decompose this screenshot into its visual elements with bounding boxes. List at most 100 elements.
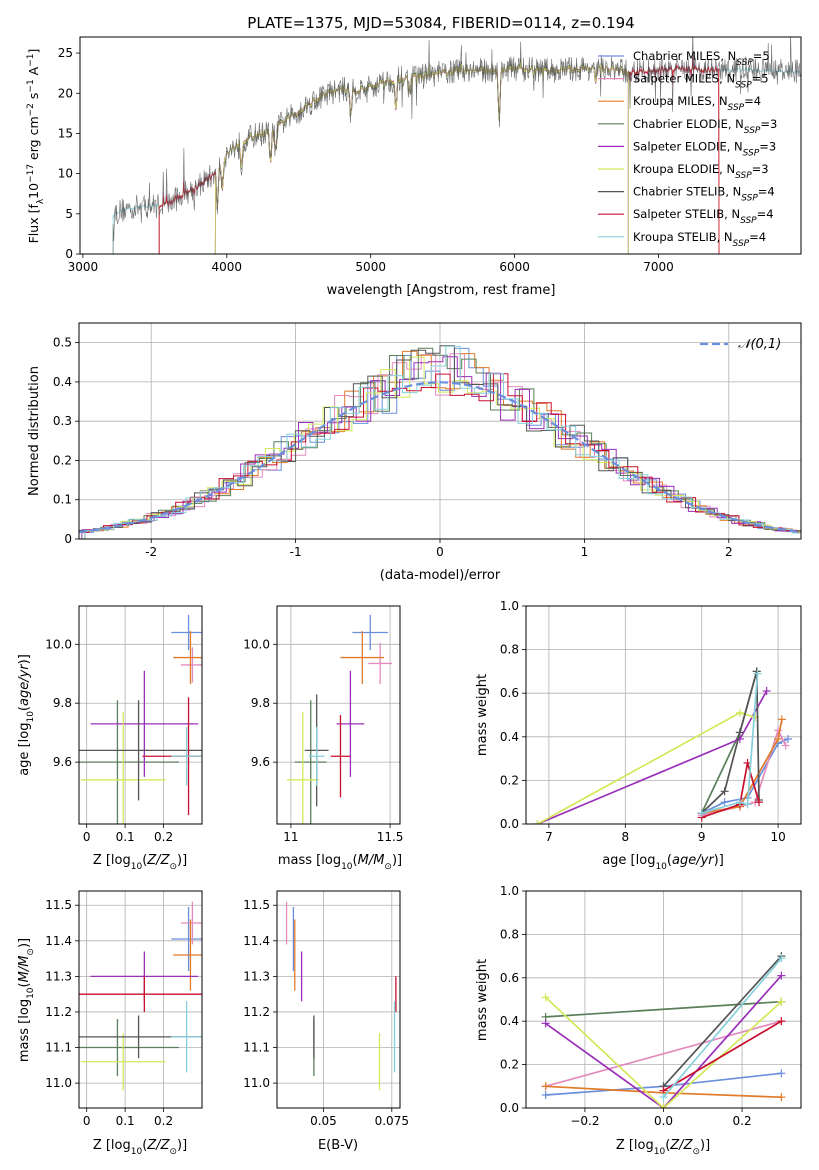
errorbar-marker — [330, 715, 351, 798]
y-tick-label: 11.0 — [45, 1076, 72, 1090]
errorbar-marker — [171, 726, 202, 786]
age-vs-metallicity-panel: 0 0.1 0.2 9.6 9.8 10.0 age [log10(age/yr)] Z [l… — [17, 605, 203, 872]
mass-vs-ebv-panel-plot-area — [285, 901, 397, 1091]
weight-marker — [533, 820, 542, 824]
legend-label: Kroupa MILES, NSSP=4 — [633, 94, 761, 113]
errorbar-marker — [79, 700, 202, 801]
legend-entry: Chabrier STELIB, NSSP=4 — [598, 185, 775, 204]
y-tick-label: 0 — [64, 532, 72, 546]
y-tick-label: 0.8 — [500, 927, 519, 941]
weight-line — [662, 957, 783, 1098]
figure-title: PLATE=1375, MJD=53084, FIBERID=0114, z=0… — [247, 14, 634, 32]
y-axis-label: mass weight — [475, 674, 490, 756]
legend-label: Chabrier STELIB, NSSP=4 — [633, 185, 775, 204]
errorbar-marker — [79, 700, 179, 824]
errorbar-marker — [171, 907, 202, 972]
mass-weight-vs-age-panel: 7 8 9 10 0.0 0.2 0.4 0.6 0.8 1.0 mass weight age [l… — [475, 599, 802, 872]
y-tick-label: 11.0 — [243, 1076, 270, 1090]
y-tick-label: 11.5 — [243, 898, 270, 912]
x-axis-label: Z [log10(Z/Z⊙)] — [93, 853, 187, 872]
mass-weight-vs-metallicity-panel-plot-area — [541, 952, 786, 1108]
weight-marker — [777, 715, 786, 724]
x-tick-label: 0.2 — [154, 1114, 173, 1128]
y-tick-label: 11.1 — [243, 1041, 270, 1055]
legend-entry: Salpeter ELODIE, NSSP=3 — [598, 139, 776, 158]
x-tick-label: 0.2 — [154, 830, 173, 844]
y-tick-label: 11.2 — [243, 1005, 270, 1019]
weight-line — [662, 955, 783, 1087]
y-tick-label: 0.6 — [500, 971, 519, 985]
axes-frame — [525, 605, 802, 825]
mass-vs-ebv-panel: 0.05 0.075 11.0 11.1 11.2 11.3 11.4 11.5 E(B-V) — [243, 890, 409, 1153]
x-tick-label: 0 — [436, 545, 444, 559]
y-tick-label: 0.4 — [500, 730, 519, 744]
x-axis-label: wavelength [Angstrom, rest frame] — [327, 283, 556, 298]
y-tick-label: 9.6 — [251, 755, 270, 769]
y-tick-label: 0.1 — [53, 493, 72, 507]
mass-vs-metallicity-panel: 0 0.1 0.2 11.0 11.1 11.2 11.3 11.4 11.5 mass [log… — [17, 890, 203, 1157]
x-tick-label: 3000 — [68, 260, 99, 274]
gaussian-curve — [79, 381, 801, 534]
legend-label: Kroupa ELODIE, NSSP=3 — [633, 162, 769, 181]
legend-entry: Chabrier MILES, NSSP=5 — [598, 49, 770, 68]
mass-weight-vs-metallicity-panel: −0.2 0.0 0.2 0.0 0.2 0.4 0.6 0.8 1.0 mass weight Z… — [475, 884, 802, 1157]
y-tick-label: 0.8 — [500, 643, 519, 657]
errorbar-marker — [171, 614, 202, 651]
x-tick-label: 0 — [83, 830, 91, 844]
x-tick-label: 0.1 — [116, 1114, 135, 1128]
weight-marker — [777, 1069, 786, 1078]
weight-marker — [777, 971, 786, 980]
legend-entry: Salpeter MILES, NSSP=5 — [598, 72, 769, 91]
y-tick-label: 11.2 — [45, 1005, 72, 1019]
y-tick-label: 0.6 — [500, 686, 519, 700]
legend-entry: Kroupa STELIB, NSSP=4 — [598, 230, 766, 249]
y-tick-label: 10.0 — [45, 637, 72, 651]
y-tick-label: 0.4 — [53, 375, 72, 389]
x-tick-label: -2 — [145, 545, 157, 559]
y-tick-label: 10 — [58, 167, 73, 181]
spectrum-line — [112, 63, 801, 254]
x-tick-label: 11.5 — [377, 830, 404, 844]
legend-label: Salpeter ELODIE, NSSP=3 — [633, 139, 776, 158]
y-tick-label: 9.8 — [53, 696, 72, 710]
weight-marker — [784, 734, 793, 743]
x-tick-label: 2 — [725, 545, 733, 559]
histogram-step — [84, 345, 801, 539]
y-tick-label: 0.5 — [53, 336, 72, 350]
errorbar-marker — [173, 919, 202, 991]
weight-marker — [659, 1093, 668, 1102]
y-tick-label: 15 — [58, 126, 73, 140]
y-tick-label: 10.0 — [243, 637, 270, 651]
legend-label: Chabrier ELODIE, NSSP=3 — [633, 117, 777, 136]
weight-marker — [720, 787, 729, 796]
weight-line — [663, 1020, 782, 1092]
x-tick-label: 0.0 — [654, 1114, 673, 1128]
y-tick-label: 1.0 — [500, 599, 519, 613]
errorbar-marker — [79, 1019, 179, 1076]
weight-marker — [774, 726, 783, 735]
x-axis-label: age [log10(age/yr)] — [602, 853, 724, 872]
weight-line — [545, 1020, 782, 1088]
weight-line — [701, 762, 760, 819]
x-tick-label: 0.05 — [310, 1114, 337, 1128]
legend-entry: Kroupa MILES, NSSP=4 — [598, 94, 761, 113]
errorbar-marker — [79, 976, 202, 1012]
weight-marker — [762, 687, 771, 696]
x-tick-label: 0.1 — [116, 830, 135, 844]
weight-marker — [781, 741, 790, 750]
errorbar-marker — [336, 670, 365, 777]
x-axis-label: Z [log10(Z/Z⊙)] — [93, 1138, 187, 1157]
axes-frame — [276, 890, 401, 1109]
errorbar-marker — [368, 642, 393, 685]
x-tick-label: 10 — [770, 830, 785, 844]
weight-marker — [735, 728, 744, 737]
residual-panel-plot-area — [79, 345, 801, 539]
legend-label: Salpeter MILES, NSSP=5 — [633, 72, 769, 91]
weight-marker — [777, 997, 786, 1006]
weight-marker — [541, 993, 550, 1002]
y-tick-label: 11.3 — [45, 969, 72, 983]
errorbar-marker — [80, 712, 166, 824]
weight-marker — [541, 1082, 550, 1091]
weight-marker — [735, 798, 744, 807]
errorbar-marker — [80, 1033, 166, 1091]
